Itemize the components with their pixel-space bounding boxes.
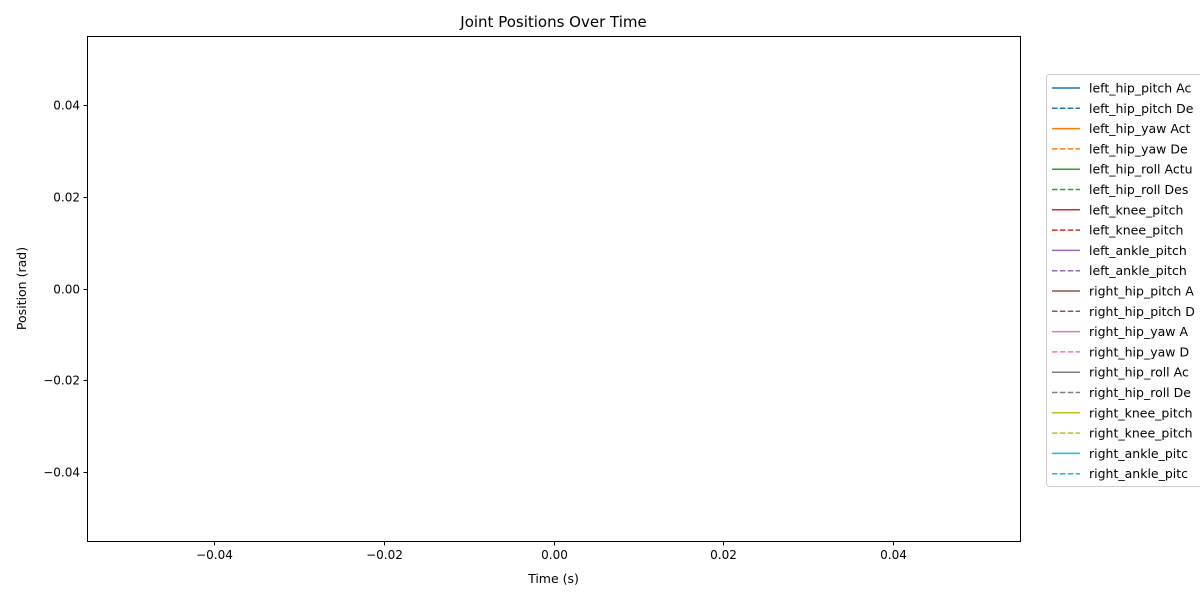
legend-frame — [1046, 74, 1200, 487]
legend-label: left_hip_yaw De — [1089, 141, 1188, 156]
y-tick-label: 0.00 — [53, 283, 80, 297]
legend-label: right_hip_pitch A — [1089, 284, 1194, 299]
y-axis-ticks: 0.04 0.02 0.00 −0.02 −0.04 — [43, 99, 88, 480]
y-tick-label: −0.02 — [43, 374, 80, 388]
legend-label: right_ankle_pitc — [1089, 446, 1188, 461]
legend-label: left_knee_pitch — [1089, 202, 1183, 217]
x-tick-label: 0.02 — [710, 548, 737, 562]
legend-label: right_hip_roll De — [1089, 385, 1191, 400]
legend-label: left_hip_pitch De — [1089, 101, 1194, 116]
x-axis-label: Time (s) — [527, 571, 579, 586]
legend-label: left_hip_roll Des — [1089, 182, 1188, 197]
x-tick-label: −0.02 — [366, 548, 403, 562]
legend-label: right_hip_yaw A — [1089, 324, 1188, 339]
legend-label: right_hip_roll Ac — [1089, 365, 1189, 380]
legend-label: right_knee_pitch — [1089, 405, 1193, 420]
legend-label: right_hip_yaw D — [1089, 344, 1189, 359]
x-axis-ticks: −0.04 −0.02 0.00 0.02 0.04 — [196, 541, 907, 562]
y-axis-label: Position (rad) — [14, 247, 29, 330]
plot-area-frame — [87, 36, 1021, 542]
x-tick-label: −0.04 — [196, 548, 233, 562]
legend-label: left_knee_pitch — [1089, 223, 1183, 238]
y-tick-label: −0.04 — [43, 466, 80, 480]
legend-label: right_hip_pitch D — [1089, 304, 1195, 319]
legend-label: left_hip_yaw Act — [1089, 121, 1191, 136]
legend-label: left_hip_roll Actu — [1089, 162, 1193, 177]
y-tick-label: 0.04 — [53, 99, 80, 113]
legend-label: right_knee_pitch — [1089, 426, 1193, 441]
legend: left_hip_pitch Ac left_hip_pitch De left_h… — [1046, 74, 1200, 487]
legend-label: left_ankle_pitch — [1089, 243, 1187, 258]
x-tick-label: 0.00 — [541, 548, 568, 562]
x-tick-label: 0.04 — [880, 548, 907, 562]
y-tick-label: 0.02 — [53, 191, 80, 205]
legend-label: left_ankle_pitch — [1089, 263, 1187, 278]
legend-label: right_ankle_pitc — [1089, 466, 1188, 481]
chart-title: Joint Positions Over Time — [459, 13, 646, 31]
legend-label: left_hip_pitch Ac — [1089, 81, 1191, 96]
